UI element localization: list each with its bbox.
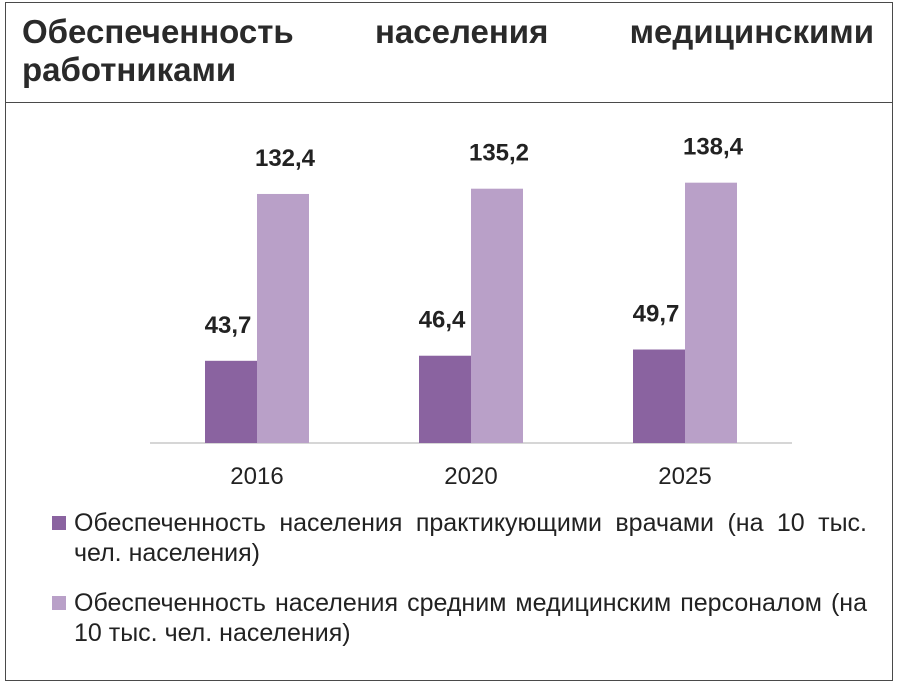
data-label-doctors-2016: 43,7 — [205, 312, 252, 339]
data-label-nurses-2025: 138,4 — [683, 134, 744, 161]
legend-label-nurses: Обеспеченность населения средним медицин… — [74, 589, 867, 647]
data-label-nurses-2016: 132,4 — [255, 145, 316, 172]
data-label-doctors-2025: 49,7 — [633, 301, 680, 328]
bar-doctors-2025 — [633, 349, 685, 443]
bar-doctors-2020 — [419, 355, 471, 443]
chart-title: Обеспеченность населения медицинскими ра… — [22, 13, 874, 88]
bar-nurses-2020 — [471, 188, 523, 443]
data-label-doctors-2020: 46,4 — [419, 307, 466, 334]
bar-doctors-2016 — [205, 360, 257, 443]
legend-swatch-doctors — [52, 516, 66, 530]
x-tick-label-2020: 2020 — [444, 463, 497, 490]
legend-item-nurses: Обеспеченность населения средним медицин… — [52, 588, 867, 648]
chart-frame: Обеспеченность населения медицинскими ра… — [5, 2, 893, 681]
bar-nurses-2025 — [685, 182, 737, 443]
data-label-nurses-2020: 135,2 — [469, 140, 529, 167]
x-tick-label-2025: 2025 — [658, 463, 711, 490]
bar-nurses-2016 — [257, 193, 309, 443]
legend-swatch-nurses — [52, 596, 66, 610]
title-bar: Обеспеченность населения медицинскими ра… — [6, 3, 892, 103]
legend-label-doctors: Обеспеченность населения практикующими в… — [74, 509, 867, 567]
x-tick-label-2016: 2016 — [230, 463, 283, 490]
legend-item-doctors: Обеспеченность населения практикующими в… — [52, 508, 867, 568]
